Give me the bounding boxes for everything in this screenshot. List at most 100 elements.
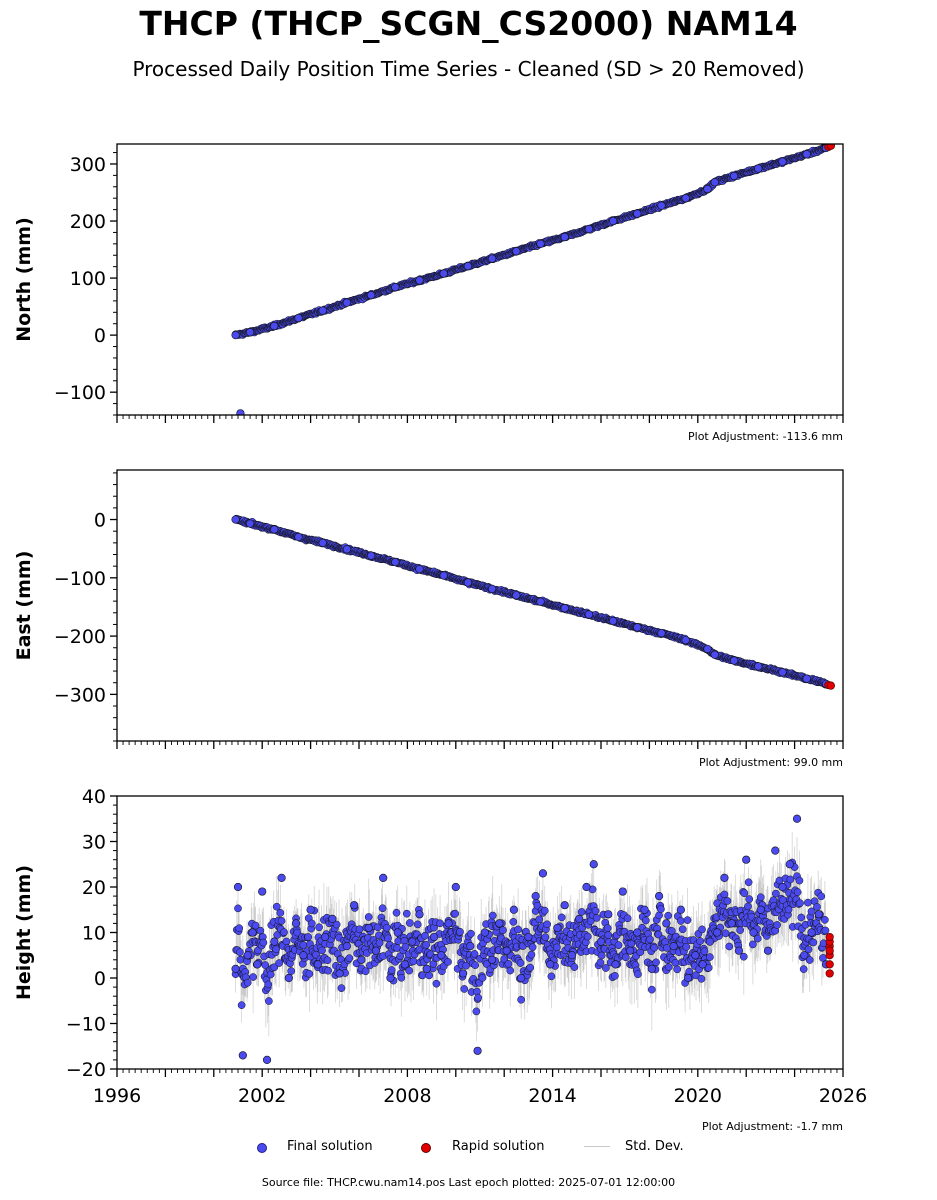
data-point	[460, 985, 469, 993]
final-solution-point	[318, 538, 327, 547]
y-tick-label: −100	[54, 382, 106, 404]
final-solution-point	[415, 564, 424, 574]
final-solution-point	[536, 597, 545, 606]
data-point	[418, 971, 427, 980]
panel-north: −100 0 100 200 300 North (mm) Plot Adjustment:…	[13, 143, 844, 443]
y-tick-label: 200	[70, 211, 106, 233]
final-solution-point	[294, 532, 303, 542]
y-tick-label: −100	[54, 568, 106, 590]
plot-area-height	[231, 814, 834, 1064]
final-solution-point	[318, 306, 327, 315]
final-solution-point	[802, 674, 811, 683]
plot-frame-north	[116, 143, 844, 416]
y-tick-label: −300	[54, 684, 106, 706]
data-point	[413, 920, 422, 929]
final-solution-point	[391, 283, 400, 292]
data-point	[421, 931, 429, 940]
y-tick-label: 300	[70, 154, 106, 176]
data-point	[264, 980, 273, 989]
data-point	[251, 921, 260, 930]
final-solution-point	[439, 571, 448, 580]
final-solution-point	[633, 623, 642, 632]
final-solution-point	[512, 591, 521, 600]
final-solution-point	[488, 254, 497, 263]
data-point	[436, 919, 444, 928]
data-point	[323, 956, 332, 965]
data-point	[392, 908, 401, 917]
final-solution-point	[342, 298, 352, 307]
outlier-point	[236, 409, 245, 415]
data-point	[275, 959, 283, 967]
data-point	[243, 978, 252, 987]
rapid-solution-point	[826, 681, 836, 690]
final-solution-point	[754, 164, 763, 173]
data-point	[318, 946, 326, 955]
chart-subtitle: Processed Daily Position Time Series - C…	[132, 57, 805, 81]
data-point	[384, 934, 392, 943]
final-solution-point	[681, 194, 690, 203]
final-solution-point	[231, 331, 240, 340]
final-solution-point	[754, 662, 763, 671]
data-point	[456, 927, 464, 936]
final-solution-point	[512, 247, 521, 256]
data-point	[382, 923, 391, 932]
data-point	[361, 967, 370, 976]
data-point	[272, 902, 281, 911]
data-point	[397, 973, 406, 982]
data-point	[259, 938, 268, 947]
data-point	[305, 969, 314, 978]
data-point	[234, 904, 242, 913]
data-point	[405, 919, 414, 927]
y-tick-label: 100	[70, 268, 106, 290]
y-tick-label: 0	[94, 510, 106, 532]
plot-adjustment-label: Plot Adjustment: 99.0 mm	[699, 756, 843, 769]
data-point	[444, 958, 452, 966]
data-point	[364, 913, 373, 921]
final-solution-point	[463, 261, 473, 271]
final-solution-point	[584, 224, 594, 234]
data-point	[451, 909, 460, 918]
data-point	[387, 966, 396, 974]
data-point	[345, 954, 354, 963]
data-point	[237, 1001, 246, 1009]
final-solution-point	[367, 551, 376, 560]
final-solution-point	[584, 610, 594, 619]
data-point	[405, 966, 414, 975]
data-point	[378, 904, 387, 913]
data-point	[272, 945, 280, 954]
final-solution-point	[802, 150, 811, 159]
data-point	[293, 928, 302, 937]
final-solution-point	[270, 321, 279, 331]
chart-title: THCP (THCP_SCGN_CS2000) NAM14	[139, 4, 798, 43]
data-point	[235, 948, 244, 957]
final-solution-point	[657, 629, 666, 638]
y-axis-label: North (mm)	[13, 217, 35, 342]
final-solution-point	[710, 650, 719, 659]
data-point	[409, 957, 418, 966]
final-solution-point	[294, 313, 303, 323]
data-point	[324, 966, 332, 975]
data-point	[332, 920, 341, 929]
rapid-solution-point	[826, 144, 835, 150]
data-point	[270, 963, 279, 972]
data-point	[282, 937, 291, 946]
data-point	[422, 941, 431, 949]
final-solution-point	[560, 232, 569, 242]
final-solution-point	[633, 209, 642, 218]
data-point	[402, 909, 411, 918]
data-point	[355, 925, 364, 934]
data-point	[307, 919, 316, 928]
data-point	[235, 924, 244, 933]
final-solution-point	[778, 668, 787, 677]
data-point	[315, 923, 323, 932]
final-solution-point	[367, 291, 376, 300]
final-solution-point	[560, 604, 569, 613]
final-solution-point	[231, 515, 240, 524]
final-solution-point	[710, 178, 719, 187]
plot-area-east	[231, 514, 836, 690]
data-point	[249, 973, 257, 981]
y-axis-label: East (mm)	[13, 551, 35, 661]
final-solution-point	[415, 276, 424, 285]
